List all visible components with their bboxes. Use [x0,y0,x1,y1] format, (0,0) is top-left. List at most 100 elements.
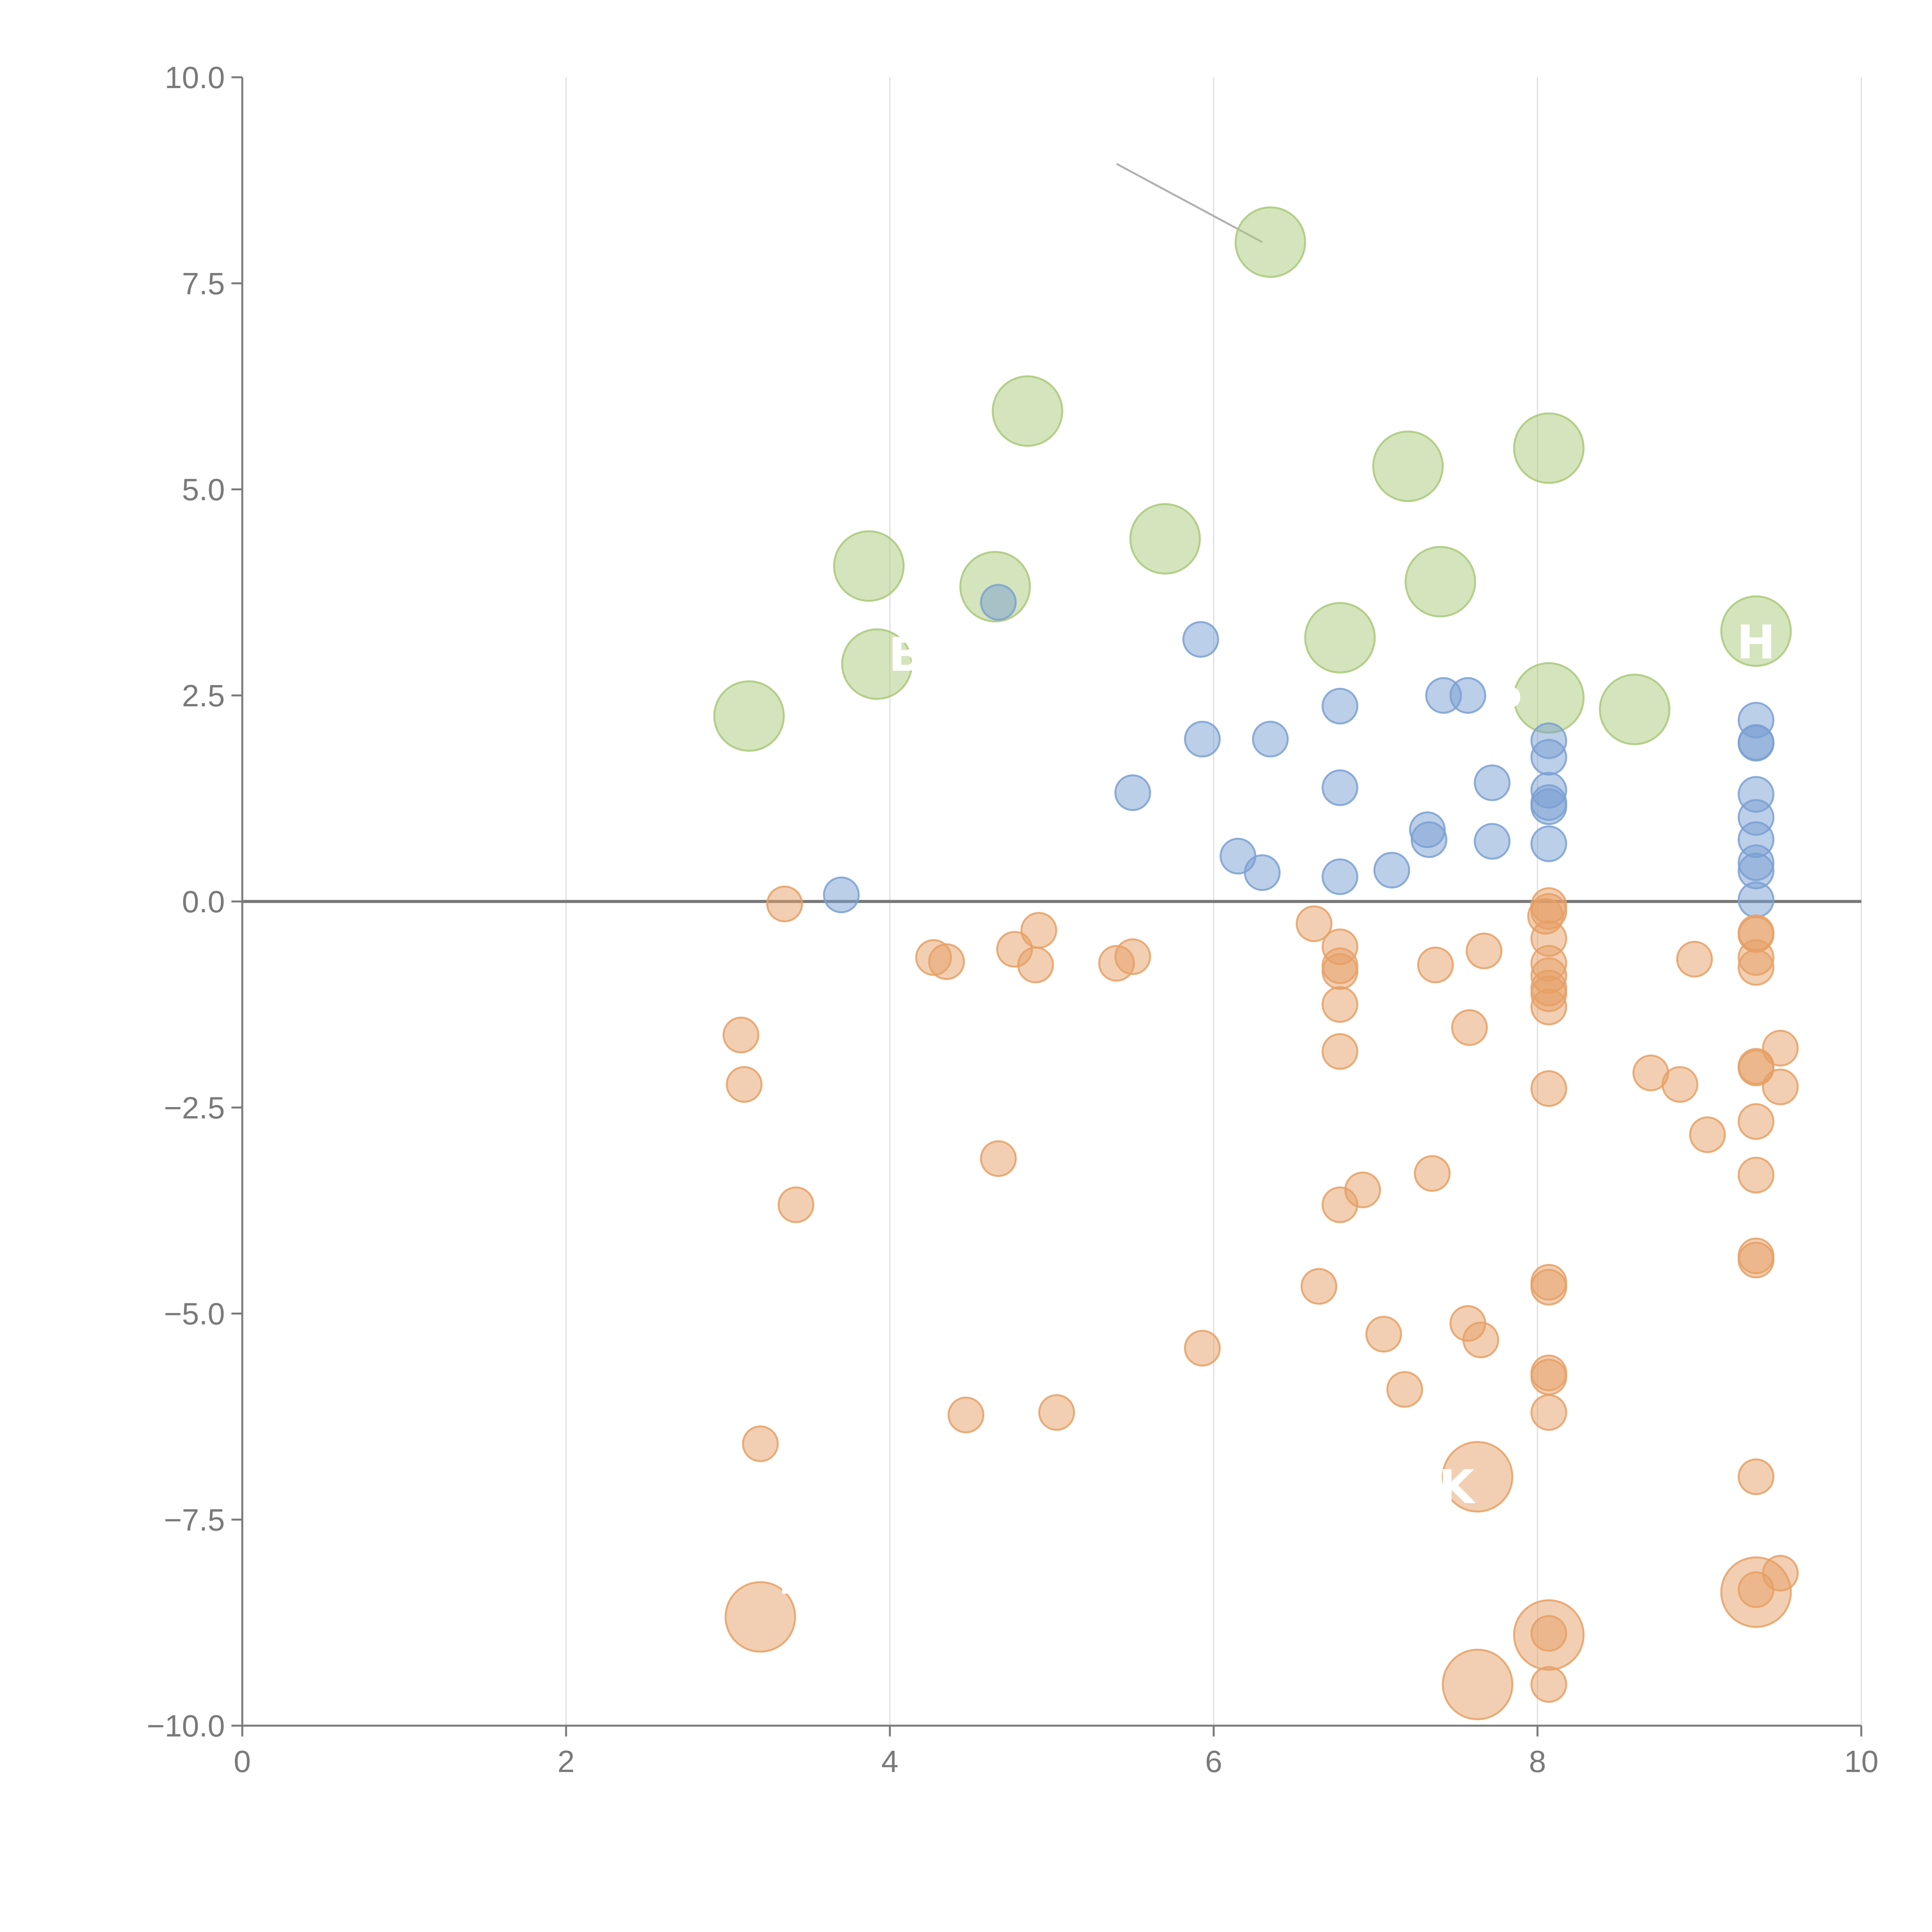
data-point [1720,1556,1792,1628]
point-annotation: K [1439,1461,1476,1514]
point-annotation: B [888,628,923,682]
axes: −10.0 −7.5 −5.0 −2.5 0.0 2.5 5.0 7.5 10.0 0 2 4 6 8 10 [147,60,1879,1779]
data-point [1410,821,1447,858]
data-point [1114,774,1151,811]
data-point [723,1017,760,1054]
data-point [1599,673,1670,745]
data-point [1462,1321,1499,1359]
data-point [1304,602,1376,673]
data-point [1184,1330,1221,1367]
point-labels: K L B P H [778,616,1776,1605]
data-point [1662,1066,1699,1103]
data-point [1530,1269,1567,1306]
data-point [1449,677,1486,714]
data-points [713,206,1799,1720]
y-tick-label: −7.5 [164,1503,225,1537]
data-point [713,680,785,752]
data-point [1017,946,1054,983]
data-point [1474,823,1511,860]
data-point [1738,949,1775,986]
data-point [1530,788,1567,825]
data-point [980,584,1017,621]
data-point [947,1396,985,1434]
data-point [1720,595,1792,667]
y-tick-label: 2.5 [182,679,225,713]
data-point [1530,1666,1567,1703]
x-tick-label: 2 [558,1744,575,1779]
data-point [1321,769,1359,806]
data-point [1513,412,1585,484]
data-point [1530,1394,1567,1431]
y-tick-label: 5.0 [182,473,225,507]
data-point [1321,1033,1359,1070]
data-point [726,1066,763,1103]
data-point [1530,1359,1567,1396]
data-point [1321,1186,1359,1223]
data-point [1738,1242,1775,1279]
data-point [1530,988,1567,1026]
data-point [833,530,905,602]
data-point [1738,724,1775,761]
data-point [777,1186,815,1223]
data-point [1738,1156,1775,1194]
data-point [1321,953,1359,990]
data-point [1466,932,1503,969]
data-point [1184,721,1221,758]
data-point [1442,1441,1514,1513]
y-tick-label: −10.0 [147,1709,225,1743]
data-point [1300,1268,1337,1305]
data-point [1321,687,1359,724]
data-point [1513,662,1585,734]
data-point [1296,905,1333,942]
data-point [1451,1009,1488,1046]
data-point [1530,825,1567,862]
data-point [1372,430,1444,502]
y-tick-label: 7.5 [182,266,225,301]
data-point [1373,852,1410,889]
x-tick-label: 6 [1205,1744,1223,1779]
data-point [1386,1371,1423,1408]
data-point [841,628,913,700]
data-point [928,943,965,980]
data-point [1738,1049,1775,1087]
point-annotation: H [1736,616,1775,670]
data-point [1182,621,1219,658]
data-point [1738,881,1775,918]
y-tick-label: −2.5 [164,1090,225,1125]
data-point [1762,1068,1799,1105]
data-point [1513,1599,1585,1671]
data-point [992,375,1063,447]
point-annotation: P [1488,678,1522,731]
data-point [1414,1155,1451,1192]
data-point [1530,739,1567,776]
data-point [1689,1116,1726,1153]
data-point [823,876,860,913]
data-point [1321,986,1359,1023]
data-point [1417,946,1454,983]
data-point [1676,940,1713,978]
y-tick-label: 0.0 [182,884,225,919]
data-point [1530,1070,1567,1107]
data-point [1038,1394,1075,1431]
data-point [766,885,803,922]
point-annotation: L [778,1551,807,1605]
data-point [1098,945,1135,982]
x-tick-label: 10 [1844,1744,1879,1779]
x-tick-label: 4 [881,1744,899,1779]
data-point [1442,1648,1514,1720]
data-point [1365,1316,1402,1353]
data-point [1738,1458,1775,1495]
data-point [980,1140,1017,1177]
y-tick-label: 10.0 [165,60,225,95]
x-tick-label: 8 [1529,1744,1546,1779]
x-tick-label: 0 [234,1744,251,1779]
data-point [1474,764,1511,801]
data-point [1738,1103,1775,1140]
data-point [1244,854,1281,891]
data-point [1235,206,1306,278]
y-tick-label: −5.0 [164,1297,225,1331]
data-point [1129,503,1201,575]
data-point [1321,858,1359,895]
data-point [1252,721,1289,758]
